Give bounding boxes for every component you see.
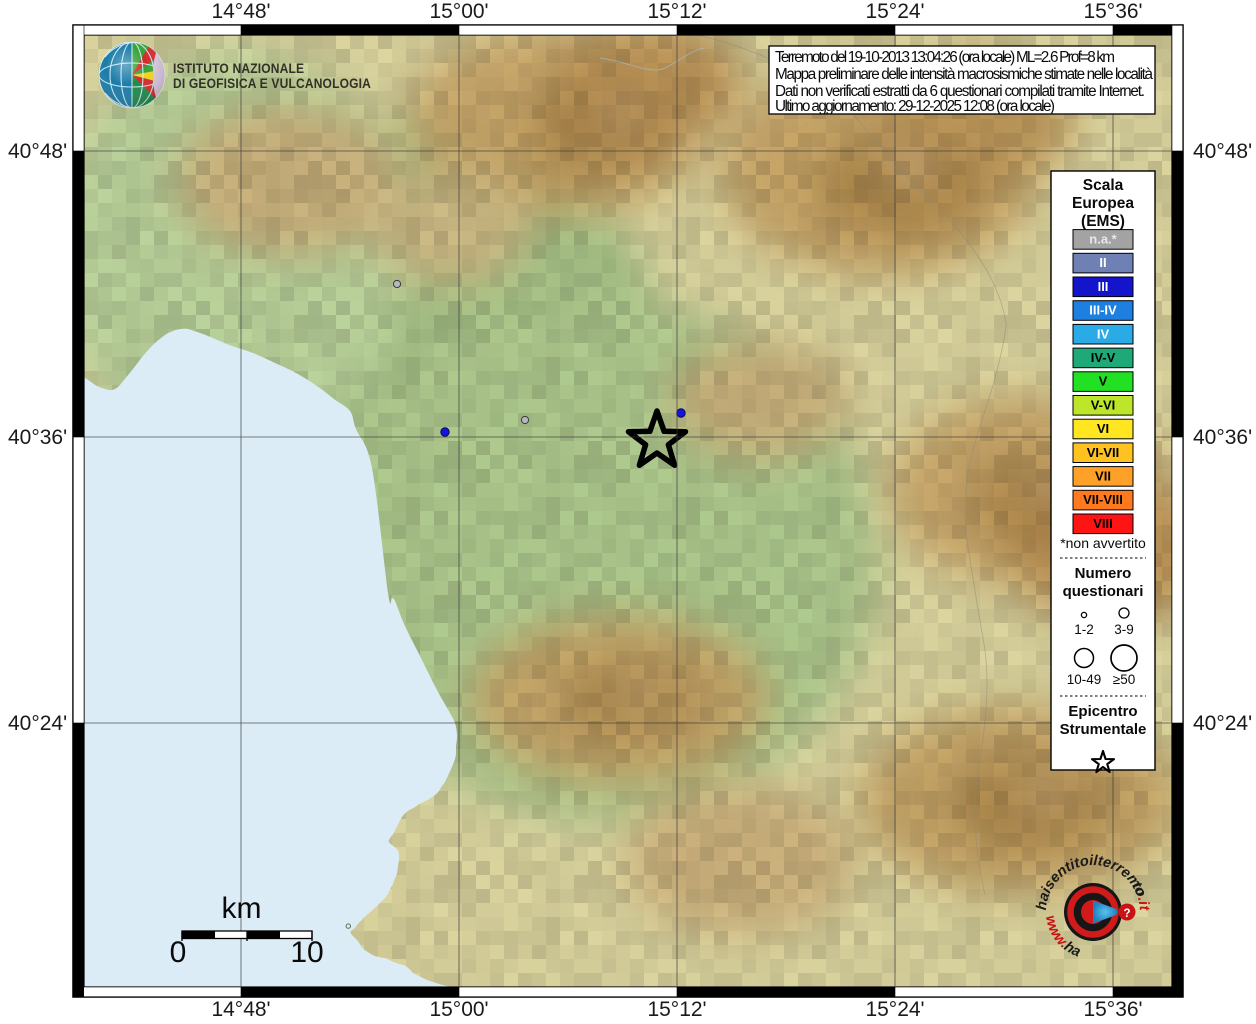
svg-text:IV: IV (1097, 326, 1110, 341)
svg-text:14°48': 14°48' (211, 0, 270, 23)
svg-text:VII: VII (1095, 469, 1111, 484)
svg-text:Mappa preliminare delle intens: Mappa preliminare delle intensità macros… (775, 66, 1153, 83)
svg-text:(EMS): (EMS) (1081, 213, 1125, 230)
svg-text:DI GEOFISICA E VULCANOLOGIA: DI GEOFISICA E VULCANOLOGIA (173, 75, 371, 91)
svg-text:VII-VIII: VII-VIII (1083, 492, 1123, 507)
svg-text:n.a.*: n.a.* (1089, 232, 1117, 247)
svg-text:III: III (1098, 279, 1109, 294)
svg-text:Strumentale: Strumentale (1060, 721, 1147, 738)
svg-text:15°36': 15°36' (1083, 0, 1142, 23)
svg-text:40°36': 40°36' (1193, 426, 1252, 449)
svg-text:40°24': 40°24' (1193, 712, 1252, 735)
svg-text:15°12': 15°12' (647, 998, 706, 1021)
svg-text:II: II (1099, 255, 1106, 270)
svg-text:?: ? (1123, 908, 1130, 920)
svg-text:Numero: Numero (1075, 565, 1132, 582)
svg-text:3-9: 3-9 (1114, 622, 1134, 637)
svg-text:40°48': 40°48' (8, 140, 67, 163)
svg-text:V: V (1099, 374, 1108, 389)
svg-text:Ultimo aggiornamento: 29-12-20: Ultimo aggiornamento: 29-12-2025 12:08 (… (775, 98, 1055, 115)
svg-text:ISTITUTO NAZIONALE: ISTITUTO NAZIONALE (173, 60, 304, 76)
svg-text:VI-VII: VI-VII (1087, 445, 1120, 460)
svg-text:Terremoto del 19-10-2013 13:04: Terremoto del 19-10-2013 13:04:26 (ora l… (775, 49, 1115, 66)
svg-text:IV-V: IV-V (1091, 350, 1116, 365)
svg-text:15°00': 15°00' (429, 998, 488, 1021)
svg-text:10: 10 (290, 936, 323, 969)
svg-text:V-VI: V-VI (1091, 397, 1116, 412)
svg-text:*non avvertito: *non avvertito (1060, 535, 1146, 551)
svg-text:≥50: ≥50 (1113, 672, 1135, 687)
svg-text:km: km (222, 892, 262, 925)
svg-text:0: 0 (170, 936, 187, 969)
svg-text:15°00': 15°00' (429, 0, 488, 23)
svg-text:15°24': 15°24' (865, 0, 924, 23)
svg-text:15°36': 15°36' (1083, 998, 1142, 1021)
svg-text:40°48': 40°48' (1193, 140, 1252, 163)
svg-text:questionari: questionari (1063, 583, 1144, 600)
svg-text:14°48': 14°48' (211, 998, 270, 1021)
svg-text:VIII: VIII (1093, 516, 1113, 531)
svg-text:40°36': 40°36' (8, 426, 67, 449)
svg-text:15°24': 15°24' (865, 998, 924, 1021)
svg-text:III-IV: III-IV (1089, 303, 1117, 318)
svg-text:VI: VI (1097, 421, 1109, 436)
svg-text:15°12': 15°12' (647, 0, 706, 23)
svg-text:Epicentro: Epicentro (1068, 703, 1137, 720)
svg-text:10-49: 10-49 (1067, 672, 1102, 687)
svg-text:40°24': 40°24' (8, 712, 67, 735)
svg-text:Europea: Europea (1072, 195, 1134, 212)
svg-text:Scala: Scala (1083, 177, 1124, 194)
svg-text:1-2: 1-2 (1074, 622, 1094, 637)
